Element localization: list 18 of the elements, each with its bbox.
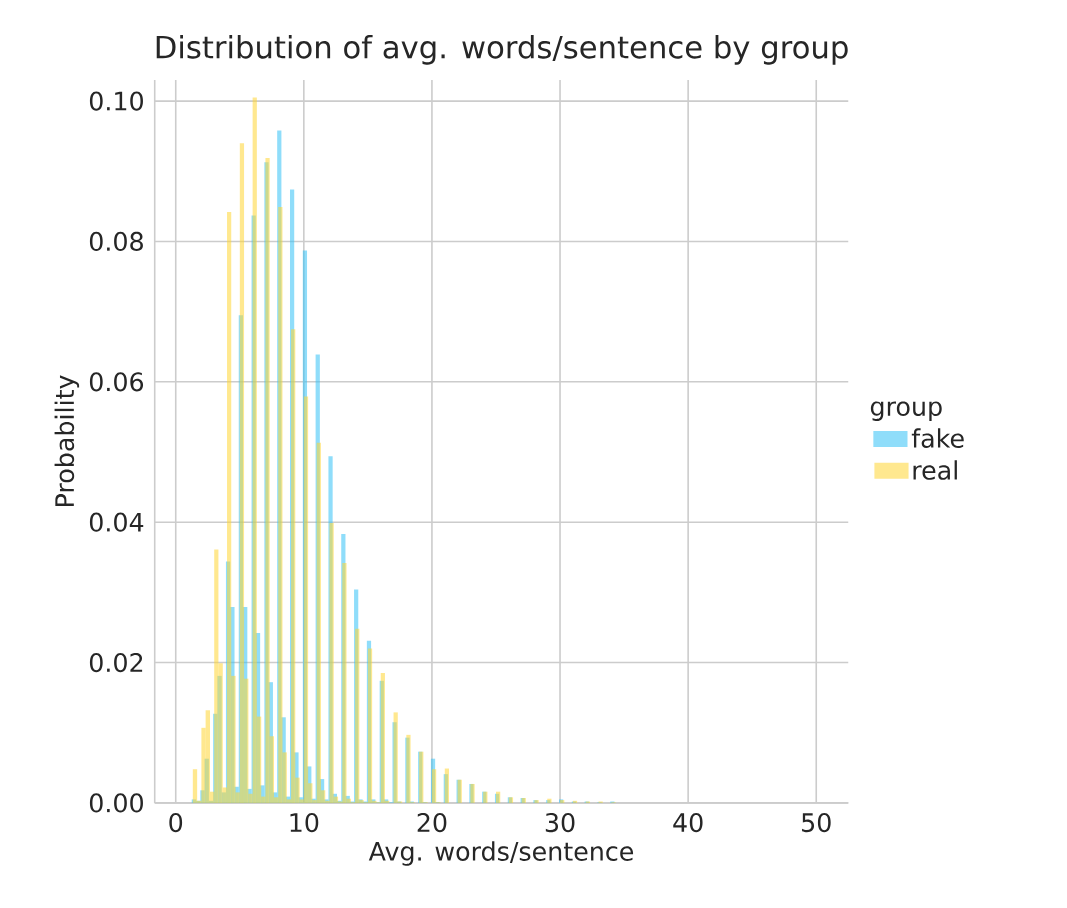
legend-title: group <box>870 401 942 421</box>
x-tick-label: 10 <box>290 812 319 832</box>
legend-label: real <box>913 460 957 480</box>
x-tick-label: 0 <box>169 812 183 832</box>
y-tick-label: 0.08 <box>89 231 143 251</box>
y-tick-label: 0.00 <box>89 793 143 813</box>
y-tick-label: 0.02 <box>89 652 143 672</box>
chart-title: Distribution of avg. words/sentence by group <box>156 34 848 65</box>
x-tick-label: 50 <box>802 812 831 832</box>
x-axis-title: Avg. words/sentence <box>368 841 634 866</box>
y-tick-label: 0.06 <box>89 372 144 392</box>
legend-label: fake <box>911 428 964 448</box>
y-axis-title: Probability <box>54 375 80 506</box>
x-tick-label: 40 <box>673 812 703 832</box>
y-tick-label: 0.04 <box>89 512 144 532</box>
x-tick-label: 20 <box>417 812 447 832</box>
x-tick-label: 30 <box>545 812 575 832</box>
y-tick-label: 0.10 <box>89 91 143 111</box>
